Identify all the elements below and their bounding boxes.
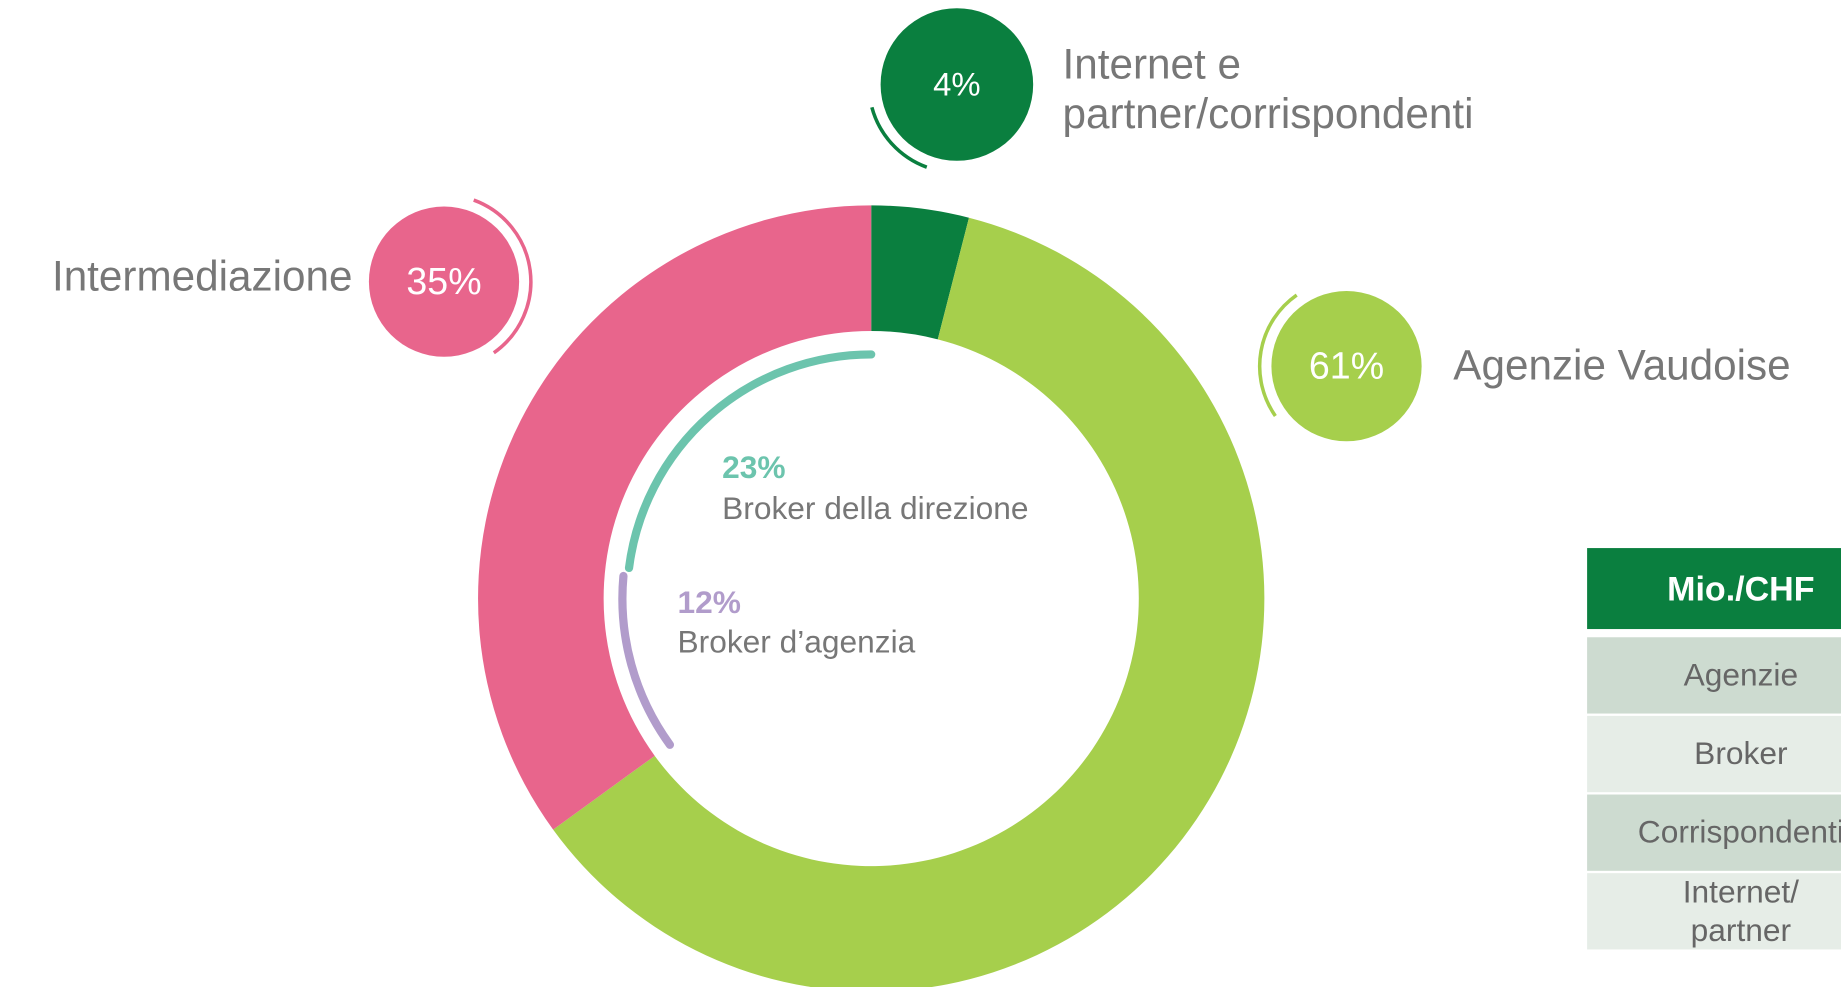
- table-cell: Broker: [1694, 735, 1788, 772]
- table-header-text: Mio./CHF: [1667, 570, 1814, 608]
- table-cell-box: Internet/ partner: [1682, 873, 1799, 948]
- bubble: [368, 206, 520, 357]
- breakdown-value: 23%: [722, 449, 785, 485]
- value-label: 61%: [1309, 344, 1384, 386]
- table-row: [1587, 873, 1841, 950]
- bubble-arc: [870, 106, 928, 169]
- donut-segment: [478, 205, 872, 830]
- category-label-box: Internet e partner/corrispondenti: [1062, 39, 1474, 138]
- breakdown-label: Broker d’agenzia: [678, 624, 916, 660]
- bubble-arc: [1257, 293, 1298, 417]
- bubble: [1271, 291, 1422, 442]
- donut-segment: [553, 217, 1265, 987]
- table-cell-box: Corrispondenti: [1637, 814, 1841, 850]
- donut-segment: [871, 205, 969, 340]
- bubble-arc: [473, 198, 533, 355]
- value-label: 4%: [933, 66, 980, 103]
- table-cell-box: Agenzie: [1683, 657, 1799, 693]
- table-cell: Internet/ partner: [1682, 873, 1799, 948]
- table-cell-box: Broker: [1694, 735, 1788, 772]
- table-row: [1587, 794, 1841, 871]
- table-cell: Agenzie: [1683, 657, 1799, 693]
- table-cell: Corrispondenti: [1637, 814, 1841, 850]
- table-row: [1587, 715, 1841, 793]
- breakdown-value: 12%: [678, 584, 741, 620]
- bubble: [880, 8, 1034, 161]
- category-label: Agenzie Vaudoise: [1453, 342, 1790, 389]
- category-label: Internet e partner/corrispondenti: [1062, 39, 1474, 138]
- category-label: Intermediazione: [52, 252, 353, 299]
- breakdown-label: Broker della direzione: [722, 490, 1028, 526]
- value-label: 35%: [406, 260, 481, 302]
- table-row: [1587, 637, 1841, 714]
- breakdown-arc: [618, 571, 675, 749]
- breakdown-arc: [624, 350, 876, 573]
- table-header: [1587, 548, 1841, 630]
